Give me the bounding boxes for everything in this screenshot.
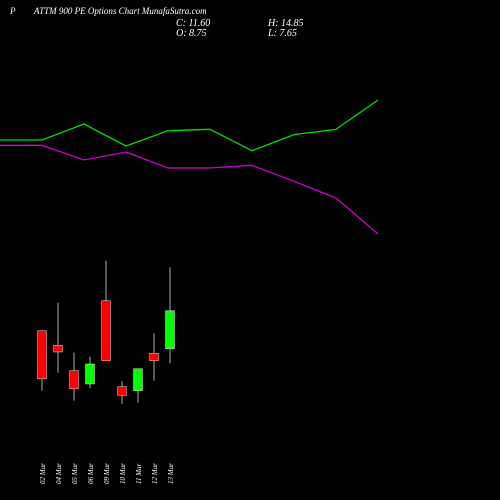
candle-body <box>53 345 63 353</box>
low-label: L: 7.65 <box>267 28 297 39</box>
x-tick-label: 09 Mar <box>103 463 111 484</box>
candle-body <box>165 310 175 349</box>
x-tick-label: 04 Mar <box>55 463 63 484</box>
candle-body <box>133 368 143 391</box>
candle-body <box>37 330 47 379</box>
indicator-line <box>0 144 379 235</box>
x-tick-label: 11 Mar <box>135 463 143 484</box>
symbol: P <box>9 6 16 16</box>
x-tick-label: 02 Mar <box>39 463 47 484</box>
high-label: H: 14.85 <box>267 18 304 29</box>
x-tick-label: 10 Mar <box>119 463 127 484</box>
open-label: O: 8.75 <box>176 28 207 39</box>
x-tick-label: 05 Mar <box>71 463 79 484</box>
candle-body <box>117 386 127 396</box>
candle-body <box>85 363 95 385</box>
candle-body <box>101 300 111 361</box>
candle-body <box>69 370 79 389</box>
close-label: C: 11.60 <box>176 18 210 29</box>
indicator-line <box>0 99 379 152</box>
x-tick-label: 13 Mar <box>167 463 175 484</box>
candle-body <box>149 353 159 361</box>
x-tick-label: 06 Mar <box>87 463 95 484</box>
x-tick-label: 12 Mar <box>151 463 159 484</box>
chart-title: ATTM 900 PE Options Chart MunafaSutra.co… <box>33 6 207 16</box>
